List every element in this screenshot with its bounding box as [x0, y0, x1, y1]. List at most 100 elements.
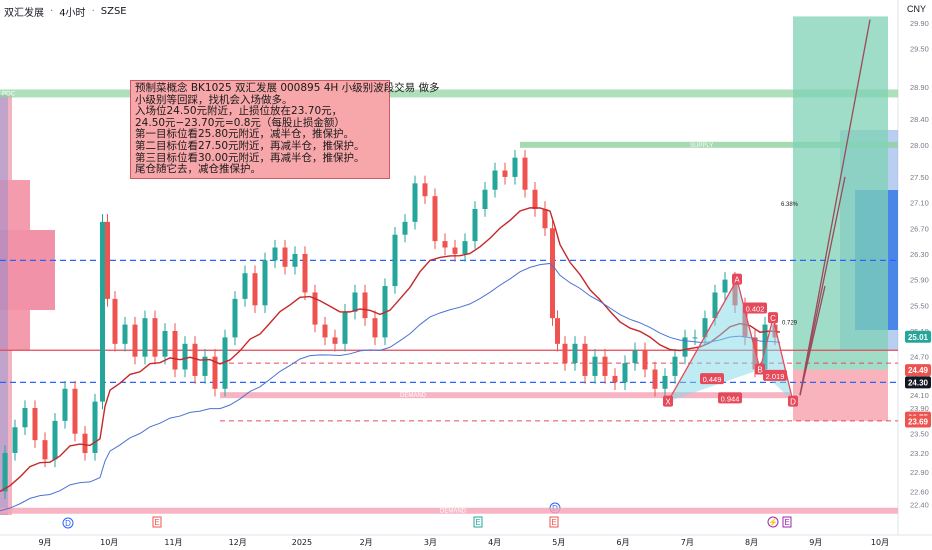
note-line: 尾仓随它去，减仓推保护。	[135, 163, 261, 176]
price-tag-label: 23.69	[908, 418, 929, 427]
harmonic-xab-fill	[668, 279, 760, 402]
y-tick-label: 25.90	[910, 276, 929, 285]
target-arrow-1	[799, 19, 871, 396]
moving-average-line	[0, 207, 781, 493]
target-arrow-2	[799, 176, 846, 396]
candle-body	[762, 324, 768, 370]
trade-note[interactable]: 预制菜概念 BK1025 双汇发展 000895 4H 小级别波段交易 做多 小…	[130, 80, 440, 179]
candle-body	[272, 247, 278, 261]
y-tick-label: 26.70	[910, 224, 929, 233]
harmonic-point-c	[768, 312, 778, 324]
candle-body	[662, 375, 668, 389]
loss-zone	[793, 369, 888, 421]
candle-body	[492, 170, 498, 190]
harmonic-point-a	[732, 273, 742, 285]
candle-body	[422, 183, 428, 197]
candle-body	[632, 350, 638, 364]
demand-low-band	[0, 507, 898, 514]
symbol-name[interactable]: 双汇发展	[4, 8, 44, 19]
target-arrow-3	[799, 285, 826, 396]
candle-body	[542, 209, 548, 229]
y-tick-label: 27.10	[910, 199, 929, 208]
candle-body	[562, 343, 568, 364]
earnings-marker-2-label: E	[475, 518, 480, 527]
candle-body	[222, 337, 228, 389]
y-tick-label: 28.90	[910, 83, 929, 92]
candle-body	[572, 343, 578, 364]
harmonic-ratio-label: 2.019	[766, 372, 785, 381]
harmonic-point-label: C	[770, 314, 776, 323]
vwap-line	[0, 262, 781, 512]
candle-body	[672, 356, 678, 376]
candle-body	[142, 318, 148, 357]
chart-dynamic-layer: X A B C D 0.449 0.402 2.019 0.944 POC SUPPLY DEMAND…	[0, 16, 931, 547]
candle-body	[602, 356, 608, 376]
candle-body	[692, 337, 698, 339]
candle-body	[402, 221, 408, 235]
volume-profile-left	[0, 95, 55, 515]
poc-band	[0, 89, 898, 98]
candle-body	[192, 343, 198, 376]
candle-body	[682, 337, 688, 357]
candle-body	[432, 196, 438, 242]
harmonic-point-d	[788, 395, 798, 407]
candle-body	[62, 388, 68, 421]
harmonic-ratio-label: 0.449	[703, 375, 722, 384]
note-line: 24.50元−23.70元=0.8元（每股止损金额）	[135, 116, 345, 129]
x-tick-label: 2025	[292, 538, 312, 547]
x-tick-label: 8月	[745, 538, 758, 547]
price-tag-2	[905, 364, 931, 377]
currency-label: CNY	[906, 4, 926, 14]
candle-body	[702, 318, 708, 338]
dividend-marker-1	[62, 517, 74, 529]
candle-body	[642, 350, 648, 370]
x-tick-label: 7月	[681, 538, 694, 547]
candle-body	[172, 330, 178, 370]
poc-label: POC	[2, 91, 16, 97]
candle-body	[52, 420, 58, 460]
earnings-marker-1-label: E	[154, 518, 159, 527]
candle-body	[242, 273, 248, 299]
split-marker	[767, 516, 779, 528]
candle-body	[612, 375, 618, 383]
candle-body	[372, 318, 378, 338]
earnings-marker-4	[782, 516, 792, 528]
supply-label: SUPPLY	[690, 143, 713, 149]
interval-label[interactable]: 4小时	[59, 8, 86, 19]
harmonic-ratio-label: 0.944	[721, 394, 740, 403]
y-tick-label: 22.40	[910, 500, 929, 509]
candle-body	[452, 247, 458, 254]
candle-body	[482, 189, 488, 210]
y-tick-label: 28.40	[910, 115, 929, 124]
demand-band	[220, 392, 790, 399]
candle-body	[282, 247, 288, 267]
chart-header: 双汇发展 · 4小时 · SZSE	[4, 4, 127, 19]
harmonic-ratio-badge	[718, 392, 742, 404]
candle-body	[332, 337, 338, 344]
harmonic-ratio-badge	[743, 302, 767, 314]
candle-body	[722, 279, 728, 293]
x-tick-label: 6月	[617, 538, 630, 547]
y-tick-label: 22.90	[910, 468, 929, 477]
y-tick-label: 28.00	[910, 141, 929, 150]
harmonic-ratio-label: 0.402	[746, 305, 765, 314]
harmonic-point-label: D	[790, 398, 796, 407]
dividend-marker-1-label: D	[65, 519, 71, 528]
candle-body	[32, 408, 38, 441]
earnings-marker-3	[549, 516, 559, 528]
candle-body	[550, 228, 555, 319]
candle-body	[42, 440, 48, 460]
x-tick-label: 11月	[164, 538, 182, 547]
candle-body	[22, 408, 28, 428]
note-line: 小级别等回踩，找机会入场做多。	[135, 93, 293, 106]
candle-body	[362, 292, 368, 319]
candle-body	[92, 401, 98, 453]
harmonic-ratio-badge	[700, 373, 724, 385]
profit-zone	[793, 16, 888, 370]
demand-low-label: DEMAND	[440, 509, 467, 515]
candle-body	[412, 183, 418, 222]
candle-body	[105, 221, 110, 299]
candle-body	[652, 369, 658, 389]
x-tick-label: 4月	[488, 538, 501, 547]
